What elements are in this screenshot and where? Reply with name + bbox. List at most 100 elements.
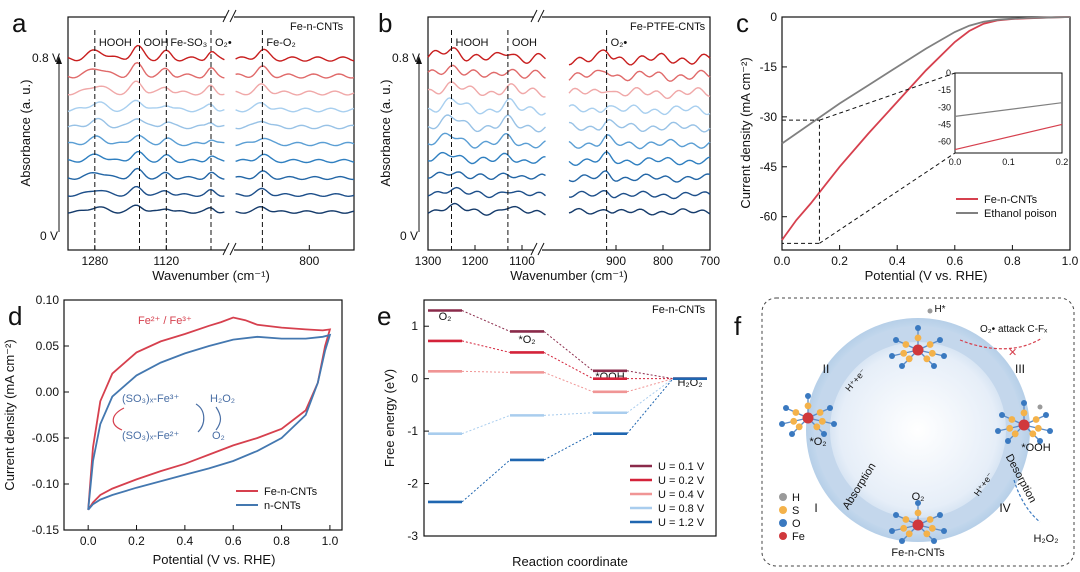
connector-e-0-0: [461, 310, 511, 332]
ytick-label-d-1: 0.05: [36, 339, 60, 353]
attack-block-icon: ✕: [1008, 347, 1017, 359]
atom-o-right-5: [995, 428, 1001, 434]
cv-curve-d-1: [87, 333, 332, 511]
spectrum-a-5-part1: [235, 120, 355, 130]
atom-s-bottom-3: [923, 530, 931, 538]
band-label-b-0: HOOH: [456, 37, 489, 49]
atom-s-left-2: [795, 423, 803, 431]
xtick-label-c-0: 0.0: [774, 254, 791, 268]
xlabel-e: Reaction coordinate: [512, 554, 628, 569]
ytick-label-e-2: -1: [407, 424, 418, 438]
label-h2o2-f: H₂O₂: [1033, 533, 1058, 545]
xtick-label-c-2: 0.4: [889, 254, 906, 268]
xtick-label-c-3: 0.6: [946, 254, 963, 268]
atom-o-right-4: [1021, 400, 1027, 406]
atom-s-top-6: [928, 349, 936, 357]
connector-e-0-1: [543, 331, 594, 372]
cycle-arrow-mid-d: [195, 403, 205, 433]
xtick-label-d-4: 0.8: [273, 534, 290, 548]
panel-label-f: f: [734, 311, 742, 341]
axis-break-b: [530, 9, 545, 257]
ylabel-c: Current density (mA cm⁻²): [738, 57, 753, 208]
atom-s-top-1: [926, 341, 934, 348]
step-I: I: [814, 501, 817, 515]
atom-s-right-2: [1011, 430, 1019, 438]
atom-fe-right: [1018, 419, 1030, 431]
spectrum-b-0-part0: [427, 202, 546, 216]
zoom-line-top-c: [819, 72, 956, 121]
ticks-e: 1 0 -1 -2 -3: [407, 319, 429, 543]
connector-e-2-1: [543, 371, 594, 393]
spectrum-b-4-part1: [568, 134, 711, 150]
zoom-box-c: [782, 119, 820, 244]
potential-top-b: 0.8 V: [392, 51, 420, 65]
spectrum-a-4-part0: [67, 134, 225, 147]
atom-o-top-5: [889, 353, 895, 359]
xtick-label-b-2: 1100: [509, 254, 535, 268]
panel-f: f I II III IV O₂ Fe-n-CNTs *O₂ *OOH H* O…: [734, 297, 1075, 567]
panel-label-b: b: [378, 8, 392, 38]
state-label-e-1: *O₂: [518, 334, 535, 346]
spectrum-a-8-part1: [235, 65, 355, 79]
legend-label-e-0: U = 0.1 V: [658, 461, 705, 473]
xtick-label-c-4: 0.8: [1004, 254, 1021, 268]
cycle-label-fe2-d: (SO₃)ₓ-Fe²⁺: [122, 430, 179, 442]
atom-o-top-3: [931, 363, 937, 369]
spectrum-a-5-part0: [67, 117, 225, 130]
spectrum-a-1-part0: [67, 185, 225, 198]
label-h-top: H*: [934, 304, 945, 315]
spectrum-a-4-part1: [235, 137, 355, 147]
band-label-a-2: Fe-SO₃: [170, 37, 207, 49]
spectrum-b-0-part1: [568, 207, 711, 216]
atom-o-top-6: [941, 353, 947, 359]
xtick-label-a-1: 1120: [153, 254, 179, 268]
xtick-label-a-0: 1280: [81, 254, 108, 268]
atom-s-right-0: [1008, 416, 1016, 423]
xlabel-d: Potential (V vs. RHE): [153, 552, 276, 567]
connector-e-2-0: [461, 370, 511, 373]
panel-b: b HOOH OOH O₂• Fe-PTFE-CNTs 0.8 V 0 V Abso…: [378, 8, 720, 283]
label-o2-left: *O₂: [809, 436, 826, 448]
title-e: Fe-n-CNTs: [652, 304, 706, 316]
legend-dot-f-3: [779, 532, 787, 540]
legend-label-fe-n-cnts-c: Fe-n-CNTs: [984, 194, 1038, 206]
xtick-label-d-1: 0.2: [128, 534, 145, 548]
atom-o-bottom-4: [915, 500, 921, 506]
ytick-label-d-4: -0.10: [32, 477, 60, 491]
band-label-a-4: Fe-O₂: [266, 37, 295, 49]
spectrum-b-4-part0: [427, 132, 546, 149]
inset-ytick-c-3: -45: [938, 119, 951, 129]
atom-s-right-5: [1006, 424, 1014, 432]
spectrum-b-2-part0: [427, 171, 546, 181]
legend-label-n-cnts-d: n-CNTs: [264, 500, 301, 512]
spectrum-a-3-part0: [67, 150, 225, 164]
spectrum-a-8-part0: [67, 61, 225, 79]
connector-e-1-1: [543, 352, 594, 380]
xtick-label-b-3: 900: [606, 254, 626, 268]
inset-ytick-c-1: -15: [938, 85, 951, 95]
desorption-arrow-f: [1013, 479, 1041, 523]
spectrum-b-9-part0: [427, 47, 546, 65]
ytick-label-c-2: -30: [760, 110, 778, 124]
ytick-label-d-2: 0.00: [36, 385, 60, 399]
connector-e-3-2: [626, 378, 674, 414]
atom-o-left-3: [821, 431, 827, 437]
zoom-guides-c: [782, 72, 956, 244]
atom-s-bottom-0: [902, 516, 910, 523]
panel-c: c 0.0 0.2 0.4 0.6 0.8 1.0 0 -15 -30 -45 -60 0.0 0.1…: [736, 8, 1079, 283]
panel-label-d: d: [8, 301, 22, 331]
panel-label-a: a: [12, 8, 27, 38]
atom-o-bottom-5: [889, 528, 895, 534]
atom-o-top-1: [937, 337, 943, 343]
state-label-e-3: H₂O₂: [677, 377, 702, 389]
potential-bottom-a: 0 V: [40, 229, 58, 243]
spectrum-b-8-part0: [427, 64, 546, 79]
xtick-label-d-5: 1.0: [322, 534, 339, 548]
potential-arrowhead-a: [56, 56, 62, 64]
spectrum-b-3-part0: [427, 151, 546, 165]
connector-e-3-1: [543, 412, 594, 416]
spectrum-a-7-part1: [235, 83, 355, 96]
spectrum-b-6-part1: [568, 104, 711, 116]
panel-a: a HOOH OOH Fe-SO₃ O₂• Fe-O₂ Fe-n-CNTs 0.8 V …: [12, 8, 355, 283]
